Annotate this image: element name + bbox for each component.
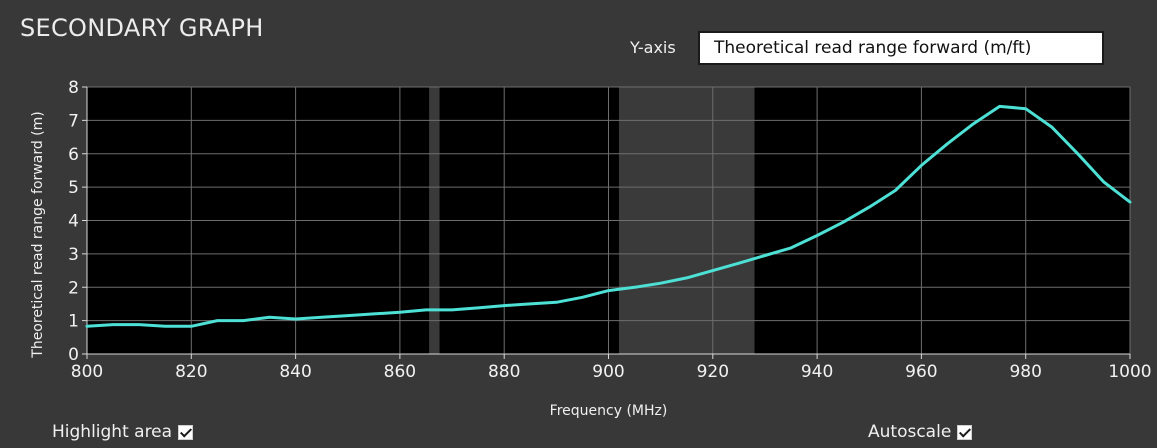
y-tick-label: 2 [68, 278, 79, 298]
y-tick-label: 1 [68, 312, 79, 332]
highlight-area-label: Highlight area [52, 422, 173, 442]
x-tick-label: 980 [1009, 362, 1041, 382]
y-tick-label: 3 [68, 245, 79, 265]
x-axis-title: Frequency (MHz) [550, 403, 668, 419]
y-axis-label: Y-axis [630, 38, 676, 57]
autoscale-control[interactable]: Autoscale [868, 422, 973, 442]
y-tick-label: 0 [68, 345, 79, 365]
y-tick-label: 8 [68, 78, 79, 98]
x-tick-label: 820 [175, 362, 207, 382]
x-tick-label: 880 [488, 362, 520, 382]
y-tick-label: 5 [68, 178, 79, 198]
x-tick-label: 800 [71, 362, 103, 382]
x-tick-label: 900 [592, 362, 624, 382]
x-tick-label: 840 [279, 362, 311, 382]
y-tick-label: 7 [68, 111, 79, 131]
x-tick-label: 920 [697, 362, 729, 382]
y-axis-select[interactable]: Theoretical read range forward (m/ft) [698, 31, 1104, 65]
autoscale-checkbox[interactable] [957, 424, 973, 440]
series-line [85, 104, 1132, 328]
x-tick-label: 1000 [1108, 362, 1151, 382]
highlight-area-checkbox[interactable] [178, 424, 194, 440]
y-tick-label: 6 [68, 145, 79, 165]
x-tick-label: 960 [905, 362, 937, 382]
y-tick-label: 4 [68, 212, 79, 232]
y-axis-title: Theoretical read range forward (m) [30, 111, 46, 358]
highlight-area-control[interactable]: Highlight area [52, 422, 194, 442]
panel-title: SECONDARY GRAPH [20, 14, 264, 42]
x-tick-label: 940 [801, 362, 833, 382]
x-tick-label: 860 [384, 362, 416, 382]
autoscale-label: Autoscale [868, 422, 952, 442]
